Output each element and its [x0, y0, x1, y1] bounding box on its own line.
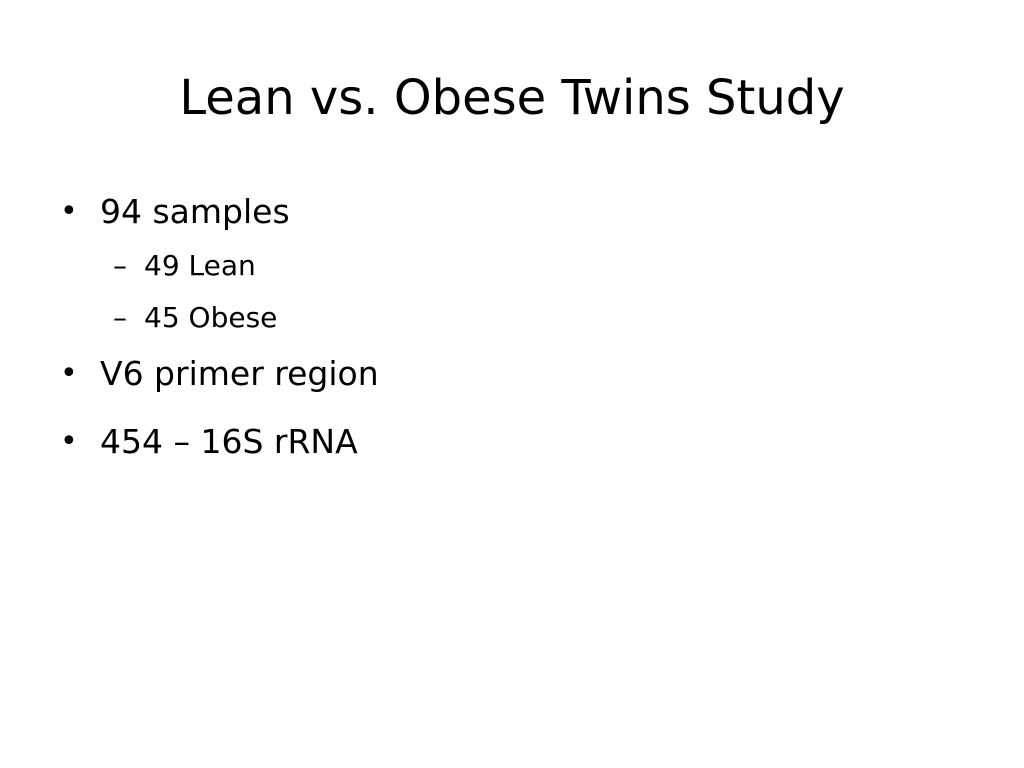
sub-item-text: 49 Lean [144, 249, 256, 282]
bullet-marker: • [60, 356, 78, 391]
slide-body: • 94 samples – 49 Lean – 45 Obese • V6 p… [56, 190, 956, 488]
dash-marker: – [113, 301, 127, 334]
sub-item-text: 45 Obese [144, 301, 278, 334]
bullet-marker: • [60, 194, 78, 229]
bullet-item-samples: • 94 samples [56, 190, 956, 234]
sub-item-lean: – 49 Lean [56, 248, 956, 284]
slide-title: Lean vs. Obese Twins Study [179, 70, 845, 126]
bullet-text: 454 – 16S rRNA [100, 422, 358, 461]
bullet-item-sequencing: • 454 – 16S rRNA [56, 420, 956, 464]
bullet-item-primer: • V6 primer region [56, 352, 956, 396]
bullet-text: 94 samples [100, 192, 290, 231]
sub-item-obese: – 45 Obese [56, 300, 956, 336]
bullet-text: V6 primer region [100, 354, 379, 393]
bullet-marker: • [60, 424, 78, 459]
dash-marker: – [113, 249, 127, 282]
sub-list: – 49 Lean – 45 Obese [56, 248, 956, 336]
